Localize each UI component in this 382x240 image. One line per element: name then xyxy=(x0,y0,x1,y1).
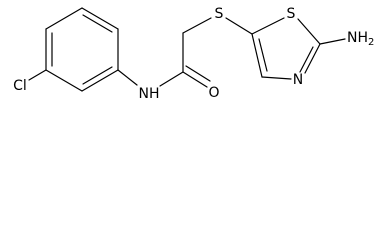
bond xyxy=(297,18,321,45)
bond xyxy=(319,38,346,45)
atom-label: NH xyxy=(139,86,160,102)
bond xyxy=(45,69,83,92)
amine-label: NH xyxy=(347,30,368,46)
page: Cl NH O S S N NH2 (() => { const data = … xyxy=(0,0,382,107)
atom-label: O xyxy=(208,85,219,101)
bond xyxy=(261,76,292,80)
bond xyxy=(117,69,138,86)
bond xyxy=(81,7,119,30)
bonds xyxy=(28,7,346,92)
bond xyxy=(304,43,321,74)
bond xyxy=(82,14,113,33)
bond xyxy=(251,17,285,35)
amine-subscript: 2 xyxy=(368,37,374,48)
bond xyxy=(81,69,119,92)
bond xyxy=(182,71,208,88)
bond xyxy=(185,65,211,82)
bond xyxy=(251,33,263,78)
atom-label: NH2 xyxy=(347,30,374,48)
atom-label: S xyxy=(215,6,224,22)
bond xyxy=(225,17,253,35)
bond xyxy=(182,17,212,34)
bond xyxy=(28,69,47,81)
structure: Cl NH O S S N NH2 xyxy=(13,6,374,102)
atom-label: Cl xyxy=(13,78,27,94)
bond xyxy=(82,66,113,85)
bond xyxy=(45,7,83,30)
atom-label: N xyxy=(293,72,303,88)
bond xyxy=(159,71,184,87)
atom-label: S xyxy=(287,6,296,22)
bond xyxy=(258,38,268,72)
bond xyxy=(299,46,314,73)
